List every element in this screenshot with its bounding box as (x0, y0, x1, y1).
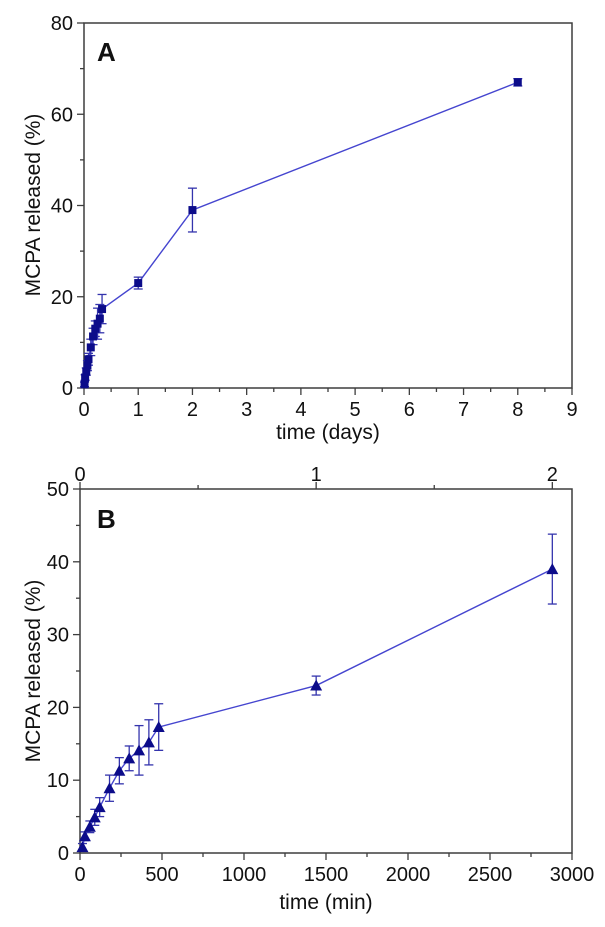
plot-frame (79, 488, 573, 854)
x-tick-label: 8 (512, 399, 523, 421)
axis-ticks (73, 482, 573, 860)
data-point-triangle (113, 764, 126, 776)
axis-ticks (77, 22, 573, 395)
data-point-square (513, 78, 522, 87)
x-tick-label: 1500 (304, 864, 349, 886)
data-point-triangle (78, 830, 91, 842)
data-point-square (91, 324, 100, 333)
top-tick-label: 2 (547, 464, 558, 486)
x-tick-label: 7 (458, 399, 469, 421)
x-tick-label: 3 (241, 399, 252, 421)
data-point-triangle (310, 679, 323, 691)
x-tick-label: 5 (350, 399, 361, 421)
error-bars (77, 533, 557, 852)
y-tick-label: 0 (58, 843, 69, 865)
data-point-square (84, 355, 93, 364)
y-tick-label: 0 (62, 378, 73, 400)
data-point-square (188, 206, 197, 215)
data-point-square (86, 343, 95, 352)
data-point-triangle (83, 820, 96, 832)
data-point-triangle (152, 721, 165, 733)
data-point-square (98, 305, 107, 314)
x-tick-label: 2000 (386, 864, 431, 886)
panel-label-b: B (97, 504, 116, 534)
data-point-triangle (546, 563, 559, 575)
y-axis-label-b: MCPA released (%) (22, 580, 45, 763)
y-tick-label: 10 (47, 770, 69, 792)
error-bars (80, 78, 523, 388)
x-tick-label: 500 (145, 864, 178, 886)
x-axis-label-b: time (min) (279, 891, 372, 914)
panel-label-a: A (97, 37, 116, 67)
data-point-triangle (93, 801, 106, 813)
x-tick-label: 0 (74, 864, 85, 886)
series-line (83, 81, 519, 385)
plot-frame (83, 22, 573, 389)
x-tick-label: 2500 (468, 864, 513, 886)
data-point-square (83, 361, 92, 370)
data-point-square (80, 380, 89, 389)
y-tick-label: 40 (51, 196, 73, 218)
x-tick-label: 4 (295, 399, 306, 421)
top-tick-label: 1 (311, 464, 322, 486)
y-tick-label: 20 (47, 697, 69, 719)
x-tick-label: 1000 (222, 864, 267, 886)
y-tick-label: 80 (51, 13, 73, 35)
data-point-triangle (76, 841, 89, 853)
data-point-square (81, 373, 90, 382)
data-point-square (134, 279, 143, 288)
top-tick-label: 0 (74, 464, 85, 486)
x-tick-label: 2 (187, 399, 198, 421)
data-point-triangle (88, 811, 101, 823)
chart-a-plot: 0 1 2 3 4 5 6 7 8 9 0 20 40 60 80 (51, 13, 578, 421)
x-tick-label: 1 (133, 399, 144, 421)
y-tick-label: 20 (51, 287, 73, 309)
y-tick-label: 50 (47, 479, 69, 501)
data-point-triangle (142, 736, 155, 748)
data-point-triangle (123, 752, 136, 764)
y-tick-label: 30 (47, 625, 69, 647)
x-tick-label: 9 (566, 399, 577, 421)
data-points (76, 563, 559, 853)
data-point-square (95, 314, 104, 323)
x-tick-label: 3000 (550, 864, 595, 886)
data-point-triangle (133, 744, 146, 756)
x-axis-label-a: time (days) (276, 421, 380, 444)
x-tick-label: 6 (404, 399, 415, 421)
data-point-square (82, 367, 91, 376)
x-tick-label: 0 (78, 399, 89, 421)
y-tick-label: 40 (47, 552, 69, 574)
data-point-square (93, 319, 102, 328)
data-point-square (89, 332, 98, 341)
data-points (80, 78, 522, 389)
series-line (81, 568, 553, 848)
y-axis-label-a: MCPA released (%) (22, 114, 45, 297)
y-tick-label: 60 (51, 104, 73, 126)
data-point-triangle (103, 782, 116, 794)
